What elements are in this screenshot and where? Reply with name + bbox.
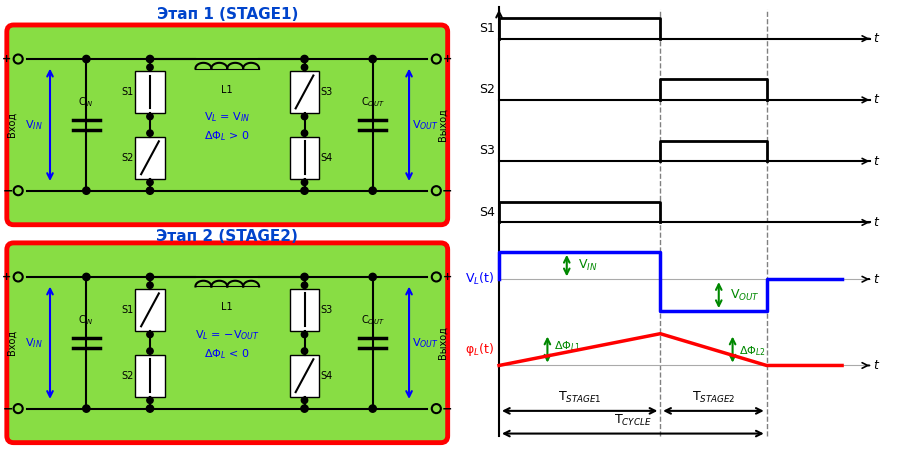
Circle shape xyxy=(83,273,90,281)
Circle shape xyxy=(147,282,153,288)
Text: +: + xyxy=(443,54,452,64)
Bar xyxy=(135,355,165,397)
Circle shape xyxy=(147,130,153,136)
Circle shape xyxy=(147,114,153,120)
Text: +: + xyxy=(3,54,12,64)
Text: φ$_L$(t): φ$_L$(t) xyxy=(465,341,495,358)
Text: t: t xyxy=(873,94,878,106)
Circle shape xyxy=(302,130,308,136)
Text: ΔΦ$_L$ < 0: ΔΦ$_L$ < 0 xyxy=(204,347,250,361)
Text: V$_L$(t): V$_L$(t) xyxy=(465,271,495,287)
Circle shape xyxy=(369,187,376,194)
Circle shape xyxy=(147,187,154,194)
Text: T$_{CYCLE}$: T$_{CYCLE}$ xyxy=(614,413,652,428)
Text: −: − xyxy=(3,184,13,197)
Text: S4: S4 xyxy=(479,206,495,219)
Circle shape xyxy=(147,64,153,70)
Circle shape xyxy=(147,273,154,281)
Circle shape xyxy=(302,179,308,186)
Text: S4: S4 xyxy=(320,370,333,381)
Bar xyxy=(135,289,165,331)
Text: S1: S1 xyxy=(122,87,134,97)
Text: −: − xyxy=(3,402,13,415)
Circle shape xyxy=(301,273,308,281)
Circle shape xyxy=(302,282,308,288)
Text: C$_{OUT}$: C$_{OUT}$ xyxy=(361,313,384,326)
Bar xyxy=(290,137,320,179)
Text: C$_{IN}$: C$_{IN}$ xyxy=(78,313,94,326)
Text: S4: S4 xyxy=(320,153,333,163)
Text: Этап 2 (STAGE2): Этап 2 (STAGE2) xyxy=(157,229,298,244)
Circle shape xyxy=(83,405,90,412)
Text: t: t xyxy=(873,359,878,372)
Text: T$_{STAGE2}$: T$_{STAGE2}$ xyxy=(692,390,735,405)
Circle shape xyxy=(147,331,153,338)
Text: Выход: Выход xyxy=(438,326,448,359)
Circle shape xyxy=(302,331,308,338)
Circle shape xyxy=(302,114,308,120)
Text: −: − xyxy=(442,184,452,197)
Text: S2: S2 xyxy=(479,83,495,96)
Text: ΔΦ$_L$ > 0: ΔΦ$_L$ > 0 xyxy=(204,129,250,143)
Text: V$_{OUT}$: V$_{OUT}$ xyxy=(411,336,438,350)
Circle shape xyxy=(83,187,90,194)
Circle shape xyxy=(302,64,308,70)
Circle shape xyxy=(369,55,376,63)
Circle shape xyxy=(301,405,308,412)
Circle shape xyxy=(83,55,90,63)
Text: Вход: Вход xyxy=(6,330,16,355)
Circle shape xyxy=(147,55,154,63)
Text: +: + xyxy=(3,272,12,282)
Text: t: t xyxy=(873,155,878,168)
Text: t: t xyxy=(873,216,878,229)
Text: t: t xyxy=(873,273,878,286)
Text: ΔΦ$_{L1}$: ΔΦ$_{L1}$ xyxy=(554,340,581,353)
Text: L1: L1 xyxy=(221,84,233,94)
Text: T$_{STAGE1}$: T$_{STAGE1}$ xyxy=(558,390,601,405)
Bar xyxy=(290,71,320,113)
FancyBboxPatch shape xyxy=(7,243,447,443)
Text: C$_{OUT}$: C$_{OUT}$ xyxy=(361,95,384,109)
Text: Вход: Вход xyxy=(6,112,16,138)
Text: V$_{OUT}$: V$_{OUT}$ xyxy=(730,287,760,303)
Text: −: − xyxy=(442,402,452,415)
Text: Выход: Выход xyxy=(438,109,448,141)
Circle shape xyxy=(302,348,308,354)
Text: S2: S2 xyxy=(122,370,134,381)
Text: S3: S3 xyxy=(479,144,495,158)
Bar xyxy=(290,355,320,397)
Bar xyxy=(135,71,165,113)
Text: V$_{OUT}$: V$_{OUT}$ xyxy=(411,118,438,132)
Text: +: + xyxy=(443,272,452,282)
Text: V$_L$ = V$_{IN}$: V$_L$ = V$_{IN}$ xyxy=(204,110,250,124)
Text: V$_{IN}$: V$_{IN}$ xyxy=(578,258,598,273)
Circle shape xyxy=(147,348,153,354)
Circle shape xyxy=(301,187,308,194)
Circle shape xyxy=(147,179,153,186)
Circle shape xyxy=(302,397,308,404)
Text: C$_{IN}$: C$_{IN}$ xyxy=(78,95,94,109)
Text: V$_{IN}$: V$_{IN}$ xyxy=(25,336,43,350)
Text: S3: S3 xyxy=(320,305,333,315)
Text: Этап 1 (STAGE1): Этап 1 (STAGE1) xyxy=(157,7,298,22)
Circle shape xyxy=(301,55,308,63)
Circle shape xyxy=(369,405,376,412)
Text: t: t xyxy=(873,32,878,45)
Text: S2: S2 xyxy=(122,153,134,163)
Text: ΔΦ$_{L2}$: ΔΦ$_{L2}$ xyxy=(739,344,766,358)
Text: S3: S3 xyxy=(320,87,333,97)
Text: V$_{IN}$: V$_{IN}$ xyxy=(25,118,43,132)
Bar xyxy=(290,289,320,331)
Text: S1: S1 xyxy=(122,305,134,315)
Circle shape xyxy=(369,273,376,281)
Circle shape xyxy=(147,397,153,404)
Text: V$_L$ = −V$_{OUT}$: V$_L$ = −V$_{OUT}$ xyxy=(194,328,260,342)
Bar xyxy=(135,137,165,179)
Text: L1: L1 xyxy=(221,302,233,312)
FancyBboxPatch shape xyxy=(7,25,447,225)
Circle shape xyxy=(147,405,154,412)
Text: S1: S1 xyxy=(479,22,495,35)
